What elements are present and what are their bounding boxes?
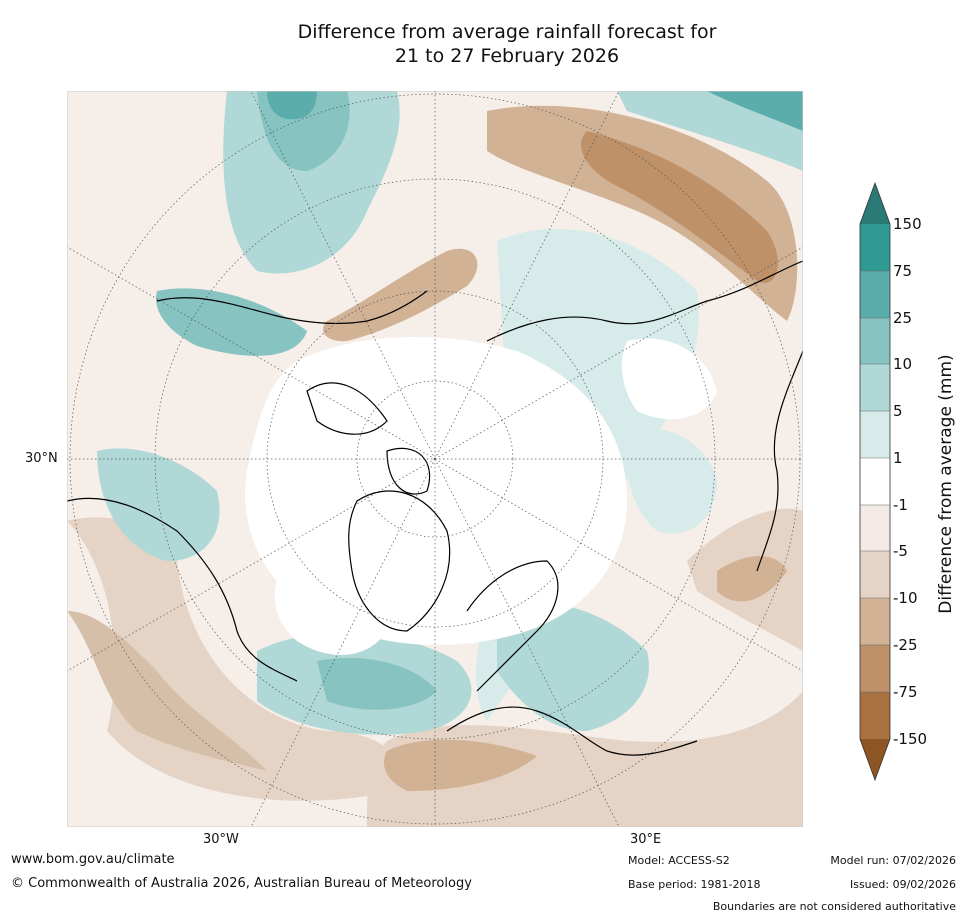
colorbar-bin-neg5-neg1 (860, 505, 890, 551)
wet-region-north-america-west (97, 448, 220, 561)
colorbar-bin-neg75-neg25 (860, 645, 890, 692)
map-frame (67, 91, 803, 827)
coastline-east-asia (756, 350, 803, 572)
wet-region-aleutians (156, 288, 307, 356)
graticule-lon-120w (67, 246, 436, 460)
graticule-lon-120e (434, 246, 803, 460)
colorbar-tick-neg150: -150 (893, 730, 928, 748)
model-run-date: Model run: 07/02/2026 (830, 854, 956, 867)
colorbar-tick-neg1: -1 (893, 496, 908, 514)
dry-region-siberia-core (581, 131, 778, 283)
colorbar-dividers (860, 270, 890, 693)
dry-region-middle-east-core (717, 556, 787, 602)
longitude-label-30e: 30°E (630, 832, 662, 847)
graticule-lon-30e (434, 458, 620, 827)
graticule-lon-150e (434, 91, 620, 460)
colorbar-tick-75: 75 (893, 262, 913, 280)
longitude-label-30w: 30°W (203, 832, 239, 847)
base-period: Base period: 1981-2018 (628, 878, 761, 891)
coastline-europe (446, 706, 698, 756)
colorbar-tick-neg5: -5 (893, 542, 908, 560)
coastline-siberia (486, 260, 803, 342)
wet-region-arctic-east-core (707, 91, 803, 131)
dry-region-pacific-core (67, 611, 267, 771)
colorbar-tick-10: 10 (893, 355, 913, 373)
graticule-lon-150w (250, 91, 436, 460)
graticule (67, 91, 803, 827)
colorbar-tick-1: 1 (893, 449, 903, 467)
title-line-2: 21 to 27 February 2026 (394, 45, 620, 67)
rainfall-anomaly-map (67, 91, 803, 827)
title-line-1: Difference from average rainfall forecas… (297, 21, 717, 43)
graticule-lat-80n (356, 380, 514, 538)
colorbar-label: Difference from average (mm) (936, 354, 956, 614)
colorbar-tick-neg25: -25 (893, 636, 918, 654)
latitude-label-30n: 30°N (25, 451, 58, 466)
colorbar-top-extension (860, 183, 890, 224)
dry-region-mediterranean (383, 739, 537, 791)
colorbar-bin-neg1-1 (860, 458, 890, 505)
wet-region-siberia-south (625, 428, 717, 534)
neutral-arctic (245, 337, 628, 645)
copyright-notice: © Commonwealth of Australia 2026, Austra… (11, 876, 472, 891)
colorbar-tick-25: 25 (893, 309, 913, 327)
wet-region-europe (497, 603, 649, 731)
colorbar-tick-neg10: -10 (893, 589, 918, 607)
coastline-north-america (67, 497, 298, 682)
wet-region-north-atlantic-core (317, 657, 437, 710)
boundaries-disclaimer: Boundaries are not considered authoritat… (712, 900, 956, 913)
colorbar-tick-150: 150 (893, 215, 922, 233)
coastline-scandinavia (466, 560, 559, 692)
neutral-central-asia (621, 338, 717, 420)
colorbar-tick-5: 5 (893, 402, 903, 420)
neutral-greenland-atlantic (274, 561, 387, 655)
colorbar-bin-neg25-neg10 (860, 598, 890, 645)
colorbar-bin-1-5 (860, 411, 890, 458)
chart-title: Difference from average rainfall forecas… (0, 20, 965, 68)
colorbar-bottom-extension (860, 739, 890, 780)
wet-region-north-pacific-peak (267, 91, 317, 120)
colorbar-bin-10-25 (860, 318, 890, 364)
colorbar (859, 181, 891, 782)
graticule-lon-30w (250, 458, 436, 827)
dry-region-atlantic-mid (367, 691, 803, 827)
colorbar-tick-neg75: -75 (893, 683, 918, 701)
graticule-lon-60w (67, 458, 436, 672)
dry-anomaly-regions (67, 105, 803, 827)
coastline-canadian-archipelago (306, 382, 431, 495)
colorbar-bin-neg150-neg75 (860, 692, 890, 739)
coastline-greenland (348, 490, 451, 632)
dry-region-siberia-north (487, 105, 798, 322)
colorbar-outline (859, 181, 891, 782)
colorbar-bin-neg10-neg5 (860, 551, 890, 598)
website-link[interactable]: www.bom.gov.au/climate (11, 852, 175, 867)
graticule-lon-60e (434, 458, 803, 672)
near-average-regions (245, 337, 717, 655)
model-name: Model: ACCESS-S2 (628, 854, 730, 867)
coastline-alaska (156, 290, 428, 325)
colorbar-bin-75-150 (860, 224, 890, 271)
coastlines (67, 260, 803, 756)
colorbar-bin-25-75 (860, 271, 890, 318)
colorbar-bin-5-10 (860, 364, 890, 411)
issued-date: Issued: 09/02/2026 (849, 878, 956, 891)
